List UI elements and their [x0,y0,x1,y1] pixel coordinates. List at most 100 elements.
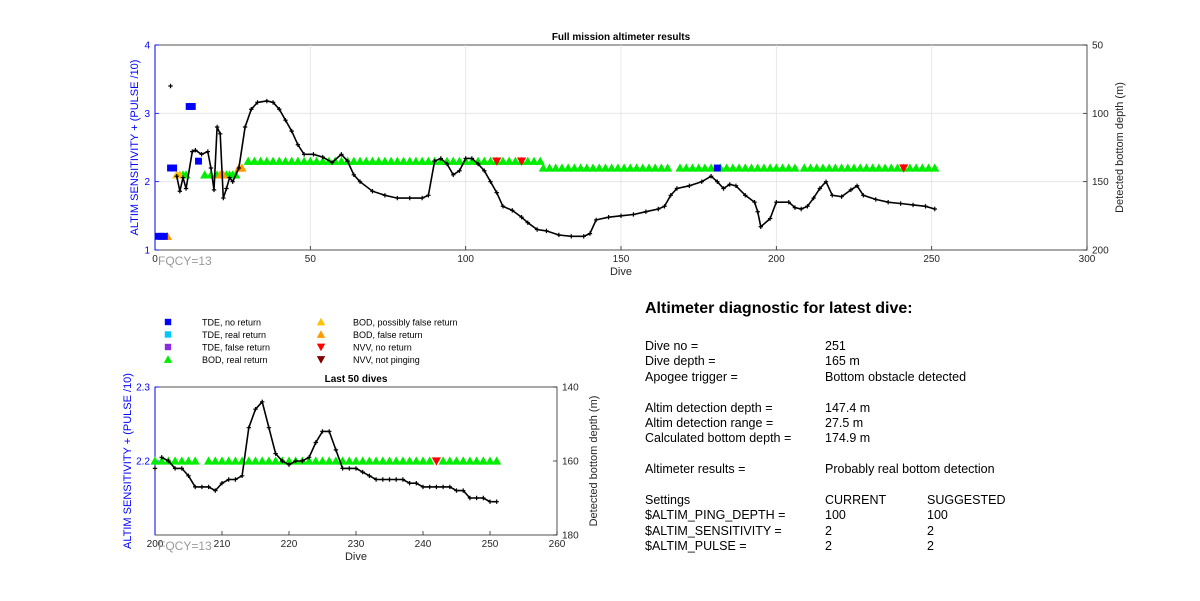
bod-real-return-marker [551,163,561,172]
legend-triangle-up-icon [316,330,326,338]
bod-real-return-marker [448,156,458,165]
bod-false-return-marker [218,170,228,179]
bottom-depth-point [752,199,757,205]
chart-title: Last 50 dives [325,374,388,385]
bod-real-return-marker [784,163,794,172]
bod-real-return-marker [170,456,180,465]
bod-real-return-marker [818,163,828,172]
bottom-depth-point [353,466,359,471]
bod-real-return-marker [200,170,210,179]
bod-real-return-marker [498,156,508,165]
bottom-depth-point [255,100,260,105]
fqcy-annotation: FQCY=13 [158,254,212,268]
y-left-tick-label: 2 [144,177,150,188]
bottom-depth-point [932,206,937,212]
bod-real-return-marker [734,163,744,172]
diag-key: Dive no = [645,339,699,353]
bottom-depth-point [311,152,316,157]
bottom-depth-point [910,202,916,208]
legend-label: TDE, no return [202,318,261,328]
bod-real-return-marker [479,156,489,165]
bod-real-return-marker [311,456,321,465]
diag-key: Dive depth = [645,354,716,369]
bod-real-return-marker [280,156,291,165]
bottom-depth-point [823,179,829,184]
bottom-depth-point [519,215,524,220]
bottom-depth-point [419,195,425,201]
bottom-depth-point [320,154,325,160]
nvv-no-return-marker [431,457,441,466]
bod-real-return-marker [650,163,660,172]
bottom-depth-point [457,168,462,173]
bod-real-return-marker [324,456,334,465]
bod-real-return-marker [557,163,567,172]
bod-real-return-marker [384,456,395,465]
nvv-no-return-marker [492,157,502,166]
bod-real-return-marker [392,156,402,165]
bottom-depth-point [347,466,352,471]
diag-value: 165 m [825,354,860,369]
bod-real-return-marker [311,156,322,165]
bod-real-return-marker [467,156,477,165]
x-tick-label: 0 [152,254,158,265]
bod-real-return-marker [293,156,303,165]
bod-real-return-marker [765,163,775,172]
diag-key: Altim detection range = [645,415,774,430]
tde-no-return-marker [195,157,202,165]
bottom-depth-point [211,187,217,193]
bod-real-return-marker [256,156,266,165]
y-right-tick-label: 160 [562,457,579,468]
legend-square-icon [164,331,172,338]
bod-real-return-marker [790,163,800,172]
diag-key: Altim detection depth = [645,400,773,415]
bod-real-return-marker [812,163,822,172]
bottom-depth-point [273,451,278,456]
legend-label: NVV, not pinging [353,355,420,365]
bod-real-return-marker [538,163,548,172]
bottom-depth-point [186,473,191,478]
bod-real-return-marker [675,163,685,172]
bottom-depth-point [463,156,468,161]
bottom-depth-point [500,204,506,209]
bod-real-return-marker [874,163,884,172]
bod-real-return-marker [230,456,240,465]
diagnostic-panel: Altimeter diagnostic for latest dive: Di… [645,300,1065,554]
bod-real-return-marker [361,156,371,165]
bod-real-return-marker [563,163,573,172]
bottom-depth-point [848,187,854,193]
bod-real-return-marker [268,156,278,165]
bottom-depth-point [183,186,189,191]
bottom-depth-point [345,158,350,164]
x-tick-label: 210 [214,539,231,550]
bod-real-return-marker [855,163,865,172]
bottom-depth-point [227,175,232,180]
bottom-depth-point [885,199,891,205]
x-tick-label: 300 [1079,254,1096,265]
bottom-depth-point [544,228,549,234]
bod-real-return-marker [371,456,381,465]
bod-real-return-marker [836,163,847,172]
bod-real-return-marker [911,163,921,172]
bod-real-return-marker [644,163,654,172]
full-mission-chart: 0 50 100 150 200 250 300 1 2 3 4 50 100 150 200 Full mi… [129,32,1126,278]
bottom-depth-point [743,193,748,198]
bod-real-return-marker [868,163,878,172]
bod-real-return-marker [656,163,666,172]
bottom-depth-point [786,199,791,205]
bod-real-return-marker [445,456,455,465]
setting-row-ping-depth: $ALTIM_PING_DEPTH = 100 100 [645,508,1065,523]
bottom-depth-point [313,440,318,445]
diag-value: Bottom obstacle detected [825,369,967,384]
setting-current: 2 [825,539,832,554]
bod-real-return-marker [892,163,903,172]
bottom-depth-point [236,165,242,171]
bottom-depth-point [218,131,223,137]
x-tick-label: 250 [482,539,499,550]
y-left-axis-label: ALTIM SENSITIVITY + (PULSE /10) [122,373,134,549]
bod-real-return-marker [843,163,853,172]
bottom-depth-point [715,179,720,184]
bod-real-return-marker [364,456,374,465]
x-tick-label: 260 [549,539,566,550]
setting-row-pulse: $ALTIM_PULSE = 2 2 [645,539,1065,554]
last-50-dives-chart: 200 210 220 230 240 250 260 2.2 2.3 140 160 180 Last… [122,373,600,563]
